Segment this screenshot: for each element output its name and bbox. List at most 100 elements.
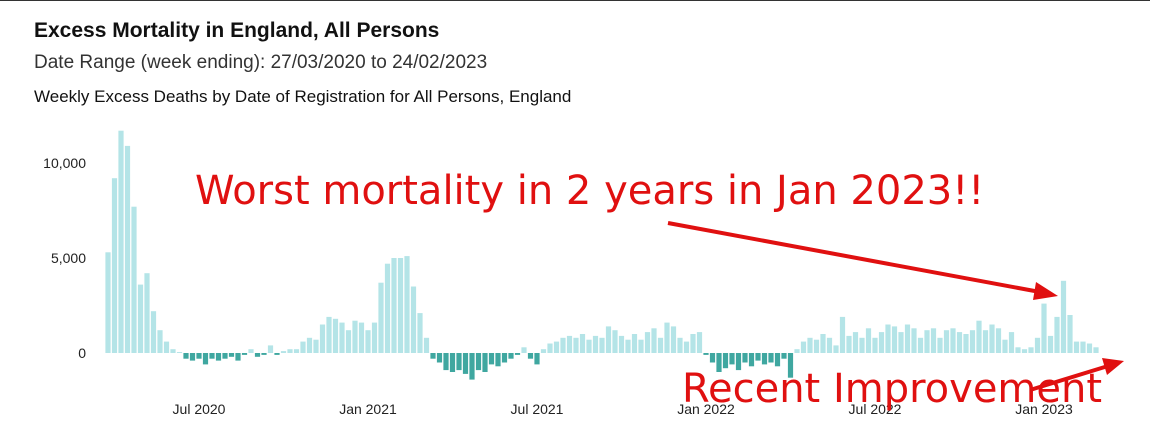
bar (1060, 280, 1067, 353)
bar (807, 337, 813, 353)
bar (755, 353, 761, 361)
bar (963, 334, 969, 353)
bar (644, 332, 651, 353)
arrow-head (1102, 358, 1124, 375)
bar (1080, 341, 1086, 353)
chart-title: Excess Mortality in England, All Persons (34, 19, 439, 42)
bar (859, 337, 865, 353)
bar (378, 282, 384, 353)
bar (716, 353, 722, 372)
bar (670, 326, 677, 353)
bar (430, 353, 436, 359)
arrow (1029, 364, 1109, 392)
x-tick-label: Jul 2022 (849, 401, 902, 417)
bar (774, 353, 781, 367)
bar (878, 332, 885, 353)
bar (222, 353, 228, 359)
bar (514, 353, 521, 355)
bar (443, 353, 449, 371)
bar (709, 353, 716, 363)
bar (371, 322, 378, 353)
bar (176, 352, 183, 353)
bar (469, 353, 475, 380)
bar (657, 337, 664, 353)
bar (937, 337, 943, 353)
bar (449, 353, 456, 372)
bar (865, 328, 872, 353)
bar (612, 330, 618, 353)
bar (1034, 337, 1041, 353)
bar (267, 345, 274, 353)
bar (111, 178, 118, 353)
bar (1086, 343, 1093, 353)
bar (885, 324, 891, 353)
bar (235, 353, 241, 361)
bar (631, 334, 638, 353)
bar (410, 286, 417, 353)
bar (475, 353, 482, 371)
bar (761, 353, 768, 365)
bar (787, 353, 794, 378)
bar (852, 332, 859, 353)
bar (846, 335, 852, 353)
bar (137, 284, 144, 353)
bar (560, 337, 566, 353)
bar (898, 332, 904, 353)
x-tick-label: Jan 2021 (339, 401, 397, 417)
bar (189, 353, 196, 361)
arrow-head (1033, 282, 1058, 300)
bar (696, 332, 703, 353)
bar (969, 330, 976, 353)
bar (1028, 347, 1034, 353)
bar (131, 206, 137, 353)
bar (202, 353, 209, 365)
bar (781, 353, 787, 359)
bar (995, 328, 1002, 353)
bar (527, 353, 534, 359)
bar (690, 334, 696, 353)
bar (462, 353, 469, 374)
bar (384, 263, 391, 353)
bar (358, 322, 365, 353)
bar (1008, 332, 1015, 353)
bar (813, 339, 820, 353)
bar (124, 145, 131, 353)
bar (917, 337, 924, 353)
bar (118, 130, 124, 353)
bar (1073, 341, 1080, 353)
bar (209, 353, 215, 359)
bar (248, 349, 254, 353)
chart-subtitle: Date Range (week ending): 27/03/2020 to … (34, 52, 487, 73)
bar (404, 256, 410, 353)
bar (748, 353, 755, 367)
bar (599, 337, 605, 353)
bar (638, 339, 644, 353)
bar (1054, 316, 1060, 353)
bar (313, 339, 319, 353)
bar (254, 353, 261, 357)
bar (1047, 335, 1054, 353)
bar (508, 353, 514, 359)
bar (605, 326, 612, 353)
bar (592, 335, 599, 353)
bar (1002, 339, 1008, 353)
bar (976, 320, 982, 353)
bar (482, 353, 488, 372)
plot-area: 0 5,000 10,000 Jul 2020 Jan 2021 Jul 2021 Jan … (43, 130, 1099, 417)
chart-caption: Weekly Excess Deaths by Date of Registra… (34, 87, 571, 106)
bar (293, 349, 300, 353)
bar (820, 334, 826, 353)
bar (417, 313, 423, 353)
bar (1015, 347, 1021, 353)
bar (735, 353, 742, 371)
bar (924, 330, 930, 353)
bar (956, 332, 963, 353)
bar (534, 353, 540, 365)
bar (1041, 303, 1047, 353)
bar (150, 311, 157, 353)
bar (488, 353, 495, 365)
x-tick-label: Jan 2022 (677, 401, 735, 417)
bar (553, 341, 560, 353)
bar (332, 318, 339, 353)
